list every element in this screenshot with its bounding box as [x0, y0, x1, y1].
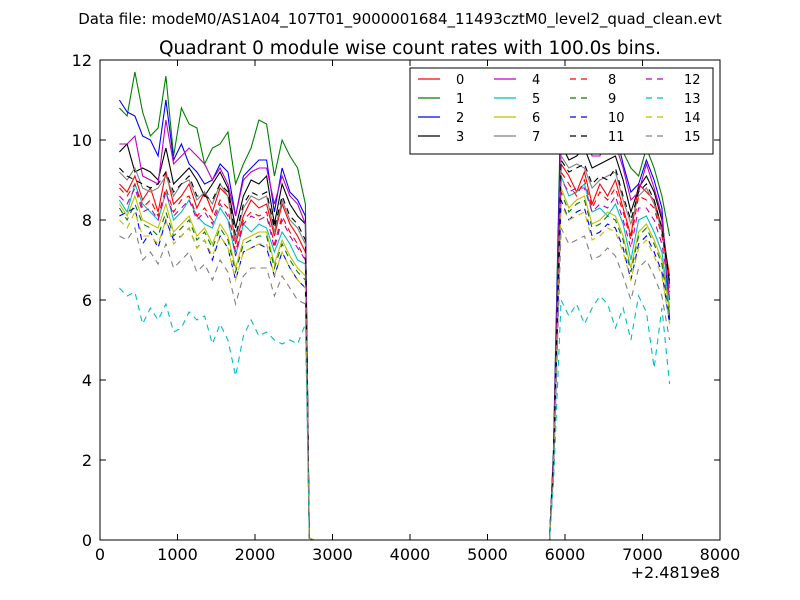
y-tick-label: 8 — [82, 211, 92, 230]
x-tick-label: 3000 — [312, 545, 353, 564]
legend-label-14: 14 — [684, 111, 701, 126]
x-tick-label: 5000 — [467, 545, 508, 564]
y-tick-label: 12 — [72, 51, 92, 70]
series-line-6 — [118, 187, 671, 541]
series-line-9 — [118, 191, 671, 541]
series-line-2 — [118, 99, 671, 541]
series-line-12 — [119, 178, 671, 541]
y-tick-label: 2 — [82, 451, 92, 470]
series-line-7 — [119, 154, 671, 541]
series-line-15 — [119, 226, 671, 541]
legend-label-11: 11 — [608, 130, 625, 145]
legend-label-0: 0 — [456, 73, 464, 88]
legend-label-10: 10 — [608, 111, 625, 126]
plot-area — [118, 71, 671, 541]
x-tick-label: 2000 — [235, 545, 276, 564]
x-tick-label: 8000 — [700, 545, 741, 564]
series-line-10 — [119, 199, 671, 541]
chart-title: Quadrant 0 module wise count rates with … — [159, 38, 661, 59]
series-line-0 — [119, 162, 671, 541]
legend-label-1: 1 — [456, 92, 464, 107]
x-tick-label: 7000 — [622, 545, 663, 564]
series-line-5 — [118, 175, 671, 541]
legend-label-2: 2 — [456, 111, 464, 126]
legend-label-8: 8 — [608, 73, 616, 88]
y-tick-label: 6 — [82, 291, 92, 310]
series-line-3 — [119, 142, 671, 541]
data-file-label: Data file: modeM0/AS1A04_107T01_90000016… — [78, 10, 722, 29]
legend-label-5: 5 — [532, 92, 540, 107]
series-line-14 — [119, 203, 671, 541]
y-tick-label: 10 — [72, 131, 92, 150]
legend-label-3: 3 — [456, 130, 464, 145]
series-line-8 — [119, 170, 671, 541]
legend-label-13: 13 — [684, 92, 701, 107]
legend-label-4: 4 — [532, 73, 540, 88]
legend-label-6: 6 — [532, 111, 540, 126]
axis-ticks: 0 1000 2000 3000 4000 5000 6000 7000 80000246810… — [72, 51, 741, 564]
x-axis-offset-label: +2.4819e8 — [631, 563, 720, 582]
y-tick-label: 0 — [82, 531, 92, 550]
series-line-11 — [119, 158, 671, 541]
x-tick-label: 4000 — [390, 545, 431, 564]
legend-label-9: 9 — [608, 92, 616, 107]
x-tick-label: 6000 — [545, 545, 586, 564]
legend-label-12: 12 — [684, 73, 701, 88]
x-tick-label: 0 — [95, 545, 105, 564]
x-tick-label: 1000 — [157, 545, 198, 564]
legend-label-7: 7 — [532, 130, 540, 145]
series-line-13 — [119, 287, 671, 541]
y-tick-label: 4 — [82, 371, 92, 390]
legend-label-15: 15 — [684, 130, 701, 145]
legend-box — [409, 67, 714, 155]
